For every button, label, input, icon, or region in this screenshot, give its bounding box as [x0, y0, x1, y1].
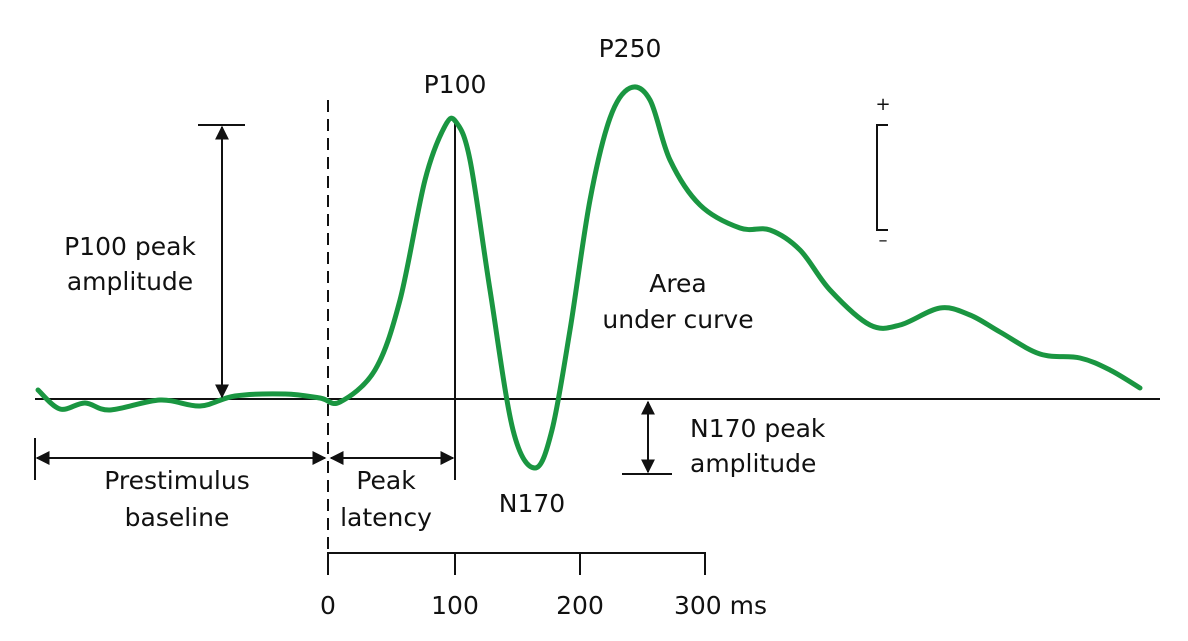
time-tick-label: 100: [431, 591, 479, 620]
annotation: latency: [340, 503, 432, 532]
annotation: amplitude: [690, 449, 816, 478]
polarity-label: –: [879, 230, 888, 251]
annotation: under curve: [602, 305, 753, 334]
polarity-label: +: [875, 94, 890, 115]
time-tick-label: 0: [320, 591, 336, 620]
annotation: Prestimulus: [104, 466, 250, 495]
time-tick-label: 200: [556, 591, 604, 620]
time-axis: [327, 552, 706, 575]
annotation: P100 peak: [64, 232, 196, 261]
annotation: amplitude: [67, 267, 193, 296]
annotation: baseline: [125, 503, 230, 532]
annotation: N170 peak: [690, 414, 826, 443]
annotation: Peak: [356, 466, 416, 495]
polarity-bracket: [876, 124, 888, 231]
time-tick-label: 300 ms: [674, 591, 767, 620]
peak-label: P250: [599, 34, 662, 63]
peak-label: P100: [424, 70, 487, 99]
waveform: [35, 84, 1143, 471]
annotation: Area: [649, 269, 707, 298]
peak-label: N170: [499, 489, 565, 518]
